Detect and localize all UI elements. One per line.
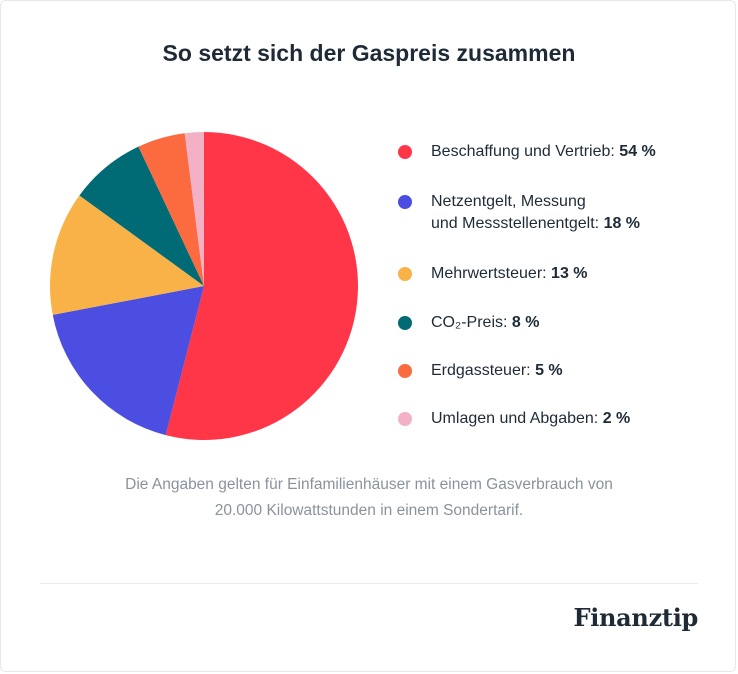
legend-swatch [398, 364, 412, 378]
legend-label-line2: und Messstellenentgelt: [431, 215, 600, 232]
pie-slice-beschaffung [165, 132, 358, 440]
legend-swatch [398, 316, 412, 330]
pie-chart [50, 132, 358, 440]
pie-slice-netzentgelt [52, 286, 204, 436]
pie-slice-mehrwertsteuer [50, 195, 205, 315]
chart-title: So setzt sich der Gaspreis zusammen [162, 40, 576, 66]
legend-label: Netzentgelt, Messung [431, 193, 586, 210]
legend-item-umlagen: Umlagen und Abgaben: 2 % [398, 408, 630, 430]
footnote-line-2: 20.000 Kilowattstunden in einem Sonderta… [214, 502, 524, 519]
legend-percent: 13 % [551, 265, 588, 282]
legend-percent: 8 % [511, 314, 540, 331]
legend-item-mehrwertsteuer: Mehrwertsteuer: 13 % [398, 263, 588, 285]
legend-swatch [398, 195, 412, 209]
legend-percent: 5 % [535, 362, 563, 379]
legend-item-co2-preis: CO₂-Preis: 8 % [398, 312, 539, 334]
legend-swatch [398, 267, 412, 281]
footnote: Die Angaben gelten für Einfamilienhäuser… [0, 472, 738, 524]
pie-slice-erdgassteuer [138, 133, 204, 286]
legend-item-netzentgelt: Netzentgelt, Messung und Messstellenentg… [398, 191, 640, 235]
legend-label: CO₂-Preis: [431, 314, 508, 331]
legend-percent: 2 % [602, 410, 631, 427]
legend-label: Mehrwertsteuer: [431, 265, 547, 282]
pie-slice-umlagen [184, 132, 204, 286]
legend-percent: 18 % [603, 215, 641, 232]
legend-label: Erdgassteuer: [431, 362, 531, 379]
legend-item-erdgassteuer: Erdgassteuer: 5 % [398, 360, 563, 382]
legend-item-beschaffung: Beschaffung und Vertrieb: 54 % [398, 141, 656, 163]
legend-label: Umlagen und Abgaben: [431, 410, 599, 427]
divider [40, 583, 698, 584]
pie-slice-co2-preis [79, 146, 204, 286]
legend-swatch [398, 412, 412, 426]
footnote-line-1: Die Angaben gelten für Einfamilienhäuser… [125, 476, 613, 493]
legend-label: Beschaffung und Vertrieb: [431, 143, 615, 160]
legend-percent: 54 % [619, 143, 656, 160]
legend-swatch [398, 145, 412, 159]
finanztip-logo: Finanztip [573, 603, 698, 632]
